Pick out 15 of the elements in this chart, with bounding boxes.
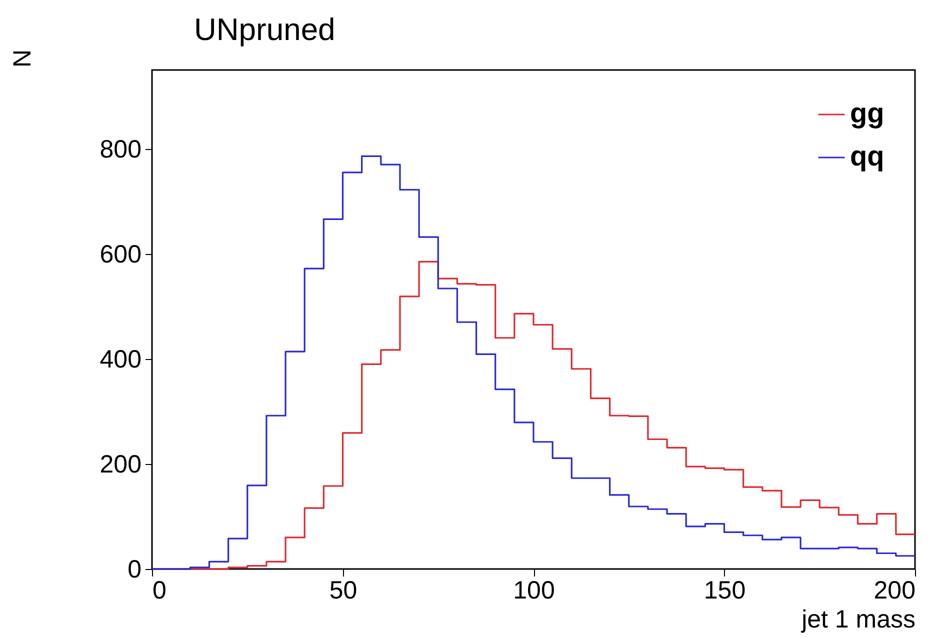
legend-label: qq [850,140,884,172]
x-tick-label: 100 [513,576,555,604]
x-tick-label: 50 [329,576,358,604]
x-axis-title: jet 1 mass [800,606,916,634]
x-tick-label: 200 [874,576,916,604]
y-tick-label: 600 [100,240,142,268]
legend-label: gg [850,98,884,128]
y-tick-label: 0 [128,556,142,584]
chart-title: UNpruned [194,12,336,47]
y-tick-label: 800 [100,135,142,164]
x-tick-label: 0 [152,576,166,604]
y-axis-title: N [8,49,36,68]
y-tick-label: 400 [100,345,142,374]
y-tick-label: 200 [100,450,142,478]
x-tick-label: 150 [704,576,746,604]
